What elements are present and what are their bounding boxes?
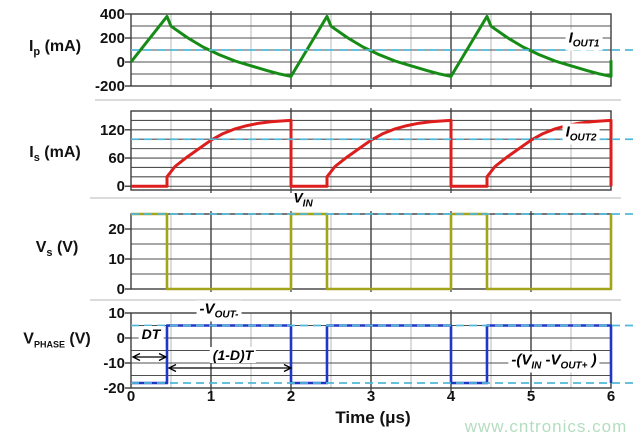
is-axis-label-main: I [29,143,34,161]
y-tick-label: 0 [116,54,125,71]
x-tick-label: 6 [606,388,616,405]
waveform-trace [131,212,613,291]
vmv-sub1: IN [531,360,542,372]
ip-axis-label-rest: (mA) [40,37,82,55]
y-tick-label: -200 [94,78,125,95]
vs-axis-label-sub: s [46,247,53,260]
vin-annotation: VIN [293,191,312,210]
x-tick-label: 4 [446,388,456,405]
y-tick-label: 200 [99,30,125,47]
ip-axis-label-sub: p [33,46,41,59]
dt-annotation: DT [138,326,164,342]
dt-text: DT [141,326,161,342]
iout2-main: I [565,123,570,141]
vin-minus-vout-annotation: -(VIN -VOUT+ ) [508,351,600,373]
vphase-axis-label-rest: (V) [64,330,91,348]
vout-neg-sub: OUT- [214,309,239,321]
vout-neg-annotation: -VOUT- [196,300,242,322]
vs-axis-label-rest: (V) [52,238,79,256]
vout-neg-pre: - [199,300,205,318]
iout1-annotation: IOUT1 [565,29,603,51]
y-tick-label: -10 [103,355,125,372]
x-tick-label: 1 [206,388,216,405]
vmv-main2: V [550,351,561,369]
arrowhead-right [158,352,168,362]
arrowhead-left [167,363,177,373]
watermark: www.cntronics.com [464,417,628,436]
y-tick-label: 400 [99,6,125,23]
x-axis-title: Time (μs) [335,408,411,427]
vmv-pre: -( [511,351,522,369]
y-tick-label: 60 [108,150,125,168]
x-tick-label: 3 [366,388,376,405]
vmv-sub2: OUT+ [560,360,588,372]
iout1-sub: OUT1 [572,38,600,50]
x-tick-label: 2 [286,388,296,405]
vin-sub: IN [302,198,313,210]
vmv-post: ) [587,351,597,369]
ip-axis-label: Ip (mA) [29,38,81,58]
iout1-main: I [568,29,573,47]
vs-axis-label-main: V [35,238,47,256]
vphase-axis-label-sub: PHASE [33,339,65,350]
waveform-trace [129,14,613,78]
y-tick-label: 20 [108,221,125,238]
y-tick-label: 0 [116,281,125,298]
y-tick-label: 10 [108,251,125,268]
waveform-trace [131,118,613,188]
vout-neg-main: V [204,300,215,318]
vin-main: V [293,189,303,206]
vs-axis-label: Vs (V) [36,239,79,259]
is-axis-label: Is (mA) [29,144,80,164]
is-axis-label-rest: (mA) [39,143,81,161]
arrowhead-left [131,352,141,362]
vmv-mid: - [541,351,551,369]
arrowhead-right [283,363,293,373]
iout2-annotation: IOUT2 [562,123,600,145]
y-tick-label: 120 [99,121,125,139]
y-tick-label: -20 [103,380,125,397]
one-minus-d-t-text: (1-D)T [212,347,254,363]
is-axis-label-sub: s [33,152,40,165]
one-minus-d-t-annotation: (1-D)T [209,347,257,363]
y-tick-label: 0 [116,178,125,196]
y-tick-label: 0 [116,330,125,347]
x-tick-label: 0 [126,388,136,405]
vmv-main1: V [521,351,532,369]
x-tick-label: 5 [526,388,536,405]
vphase-axis-label: VPHASE (V) [23,330,90,349]
iout2-sub: OUT2 [569,132,597,144]
ip-axis-label-main: I [28,37,34,55]
y-tick-label: 10 [108,305,125,322]
vphase-axis-label-main: V [23,330,34,348]
